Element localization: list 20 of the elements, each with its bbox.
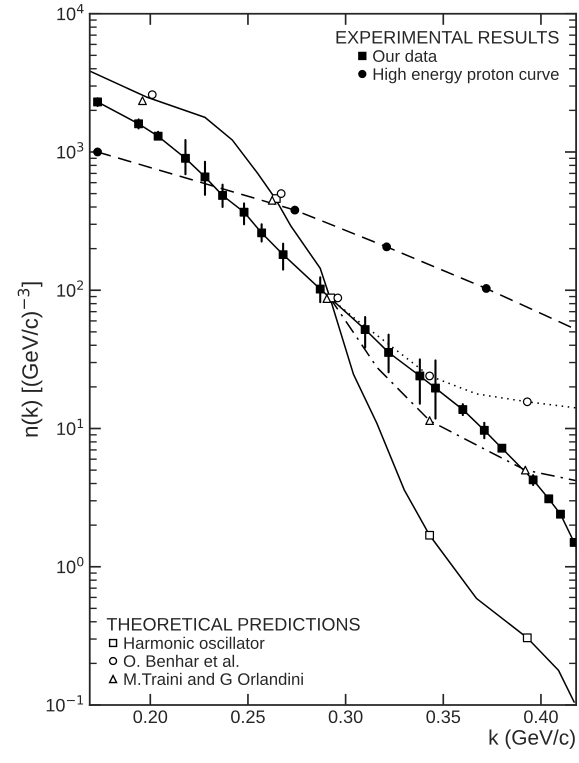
legend-label: M.Traini and G Orlandini — [124, 672, 303, 686]
y-tick-label: 10$^{4}$ — [57, 4, 84, 20]
y-tick-label: 10$^{0}$ — [57, 556, 84, 574]
x-axis-title: k (GeV/c) — [490, 729, 575, 749]
y-tick-label: 10$^{3}$ — [57, 142, 84, 159]
x-tick-label: 0.40 — [524, 710, 558, 724]
x-tick-label: 0.25 — [231, 710, 265, 724]
legend-label: Harmonic oscillator — [124, 636, 265, 649]
y-tick-label: 10$^{2}$ — [57, 280, 84, 297]
y-tick-label: 10$^{−1}$ — [46, 695, 84, 712]
legend-label: O. Benhar et al. — [124, 654, 238, 668]
y-axis-title: n(k) [(GeV/c)$^{−3}$] — [18, 282, 42, 436]
legend-label: High energy proton curve — [374, 68, 559, 84]
x-tick-label: 0.35 — [426, 710, 460, 724]
text: EXPERIMENTAL RESULTS — [336, 30, 559, 44]
y-tick-label: 10$^{1}$ — [57, 418, 84, 436]
legend-label: Our data — [373, 50, 438, 62]
x-tick-label: 0.20 — [133, 710, 168, 724]
x-tick-label: 0.30 — [328, 710, 362, 724]
text: THEORETICAL PREDICTIONS — [106, 618, 360, 631]
